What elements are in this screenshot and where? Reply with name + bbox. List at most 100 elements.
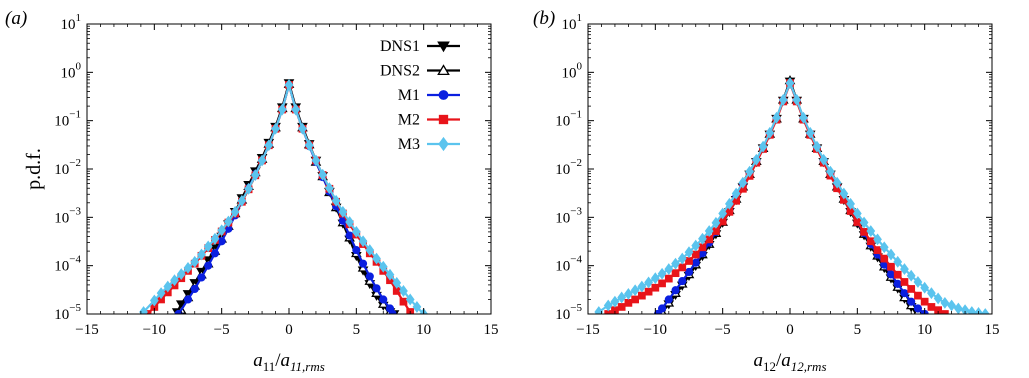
data-point bbox=[190, 284, 199, 294]
data-point bbox=[176, 268, 186, 280]
data-point bbox=[210, 249, 220, 258]
data-point bbox=[298, 122, 307, 135]
data-point bbox=[399, 285, 408, 297]
legend-item-dns1: DNS1 bbox=[380, 38, 460, 55]
y-tick-label: 10−4 bbox=[555, 254, 582, 275]
data-point bbox=[866, 237, 875, 246]
data-point bbox=[684, 246, 694, 259]
data-point bbox=[860, 228, 868, 236]
x-tick-label: 15 bbox=[985, 322, 1000, 338]
data-point bbox=[886, 248, 896, 261]
y-tick-label: 10−3 bbox=[54, 205, 81, 226]
x-tick-label: 5 bbox=[854, 322, 862, 338]
data-point bbox=[772, 111, 781, 124]
series-line bbox=[659, 80, 919, 314]
data-point bbox=[644, 276, 653, 289]
data-point bbox=[405, 293, 415, 306]
data-point bbox=[664, 295, 673, 304]
legend-label: DNS2 bbox=[380, 63, 420, 80]
data-point bbox=[906, 269, 916, 282]
x-axis: −15 −10 −5 0 5 10 15 bbox=[75, 24, 499, 338]
data-point bbox=[284, 78, 294, 91]
data-point bbox=[372, 252, 381, 265]
data-point bbox=[379, 295, 388, 304]
data-point bbox=[819, 153, 829, 166]
data-point bbox=[960, 304, 970, 314]
data-point bbox=[678, 277, 687, 286]
data-point bbox=[745, 165, 754, 178]
series-line bbox=[177, 83, 394, 314]
data-point bbox=[230, 205, 240, 218]
data-point bbox=[684, 267, 694, 277]
data-point bbox=[812, 140, 822, 153]
y-tick-label: 101 bbox=[61, 12, 82, 33]
series-line bbox=[176, 81, 395, 314]
data-point bbox=[913, 276, 923, 288]
y-tick-label: 101 bbox=[562, 12, 583, 33]
x-tick-label: −10 bbox=[143, 322, 166, 338]
data-point bbox=[920, 281, 930, 294]
y-tick-label: 10−5 bbox=[54, 302, 81, 323]
data-point bbox=[671, 257, 680, 270]
panel-a: (a)−15 −10 −5 0 5 10 1510110010−110−210−310−41… bbox=[5, 8, 499, 374]
data-point bbox=[638, 291, 646, 300]
data-point bbox=[805, 126, 815, 139]
data-point bbox=[933, 292, 943, 305]
data-point bbox=[920, 297, 929, 306]
data-point bbox=[893, 279, 902, 288]
data-point bbox=[900, 289, 909, 298]
legend-item-m2: M2 bbox=[398, 112, 460, 129]
data-point bbox=[657, 267, 667, 280]
series-line bbox=[657, 81, 926, 314]
data-point bbox=[345, 231, 354, 240]
data-point bbox=[691, 250, 700, 259]
data-point bbox=[392, 276, 402, 289]
x-tick-label: 5 bbox=[353, 322, 361, 338]
data-point bbox=[927, 303, 936, 311]
data-point bbox=[685, 257, 693, 265]
panel-b: (b)−15 −10 −5 0 5 10 1510110010−110−210−310−41… bbox=[533, 8, 1000, 374]
data-point bbox=[691, 239, 701, 252]
data-point bbox=[338, 205, 348, 218]
data-point bbox=[617, 303, 626, 311]
data-point bbox=[852, 207, 862, 220]
x-axis: −15 −10 −5 0 5 10 15 bbox=[576, 24, 1000, 338]
legend-marker bbox=[438, 114, 449, 125]
data-point bbox=[250, 169, 260, 181]
y-tick-label: 10−3 bbox=[555, 205, 582, 226]
data-point bbox=[711, 216, 721, 229]
panel-label: (b) bbox=[533, 8, 555, 29]
y-axis: 101 100 10−1 10−2 10−3 10−4 10−5 bbox=[555, 12, 992, 323]
y-tick-label: 100 bbox=[562, 60, 583, 81]
data-point bbox=[630, 284, 640, 297]
data-point bbox=[758, 140, 768, 153]
x-tick-label: 0 bbox=[285, 322, 293, 338]
data-point bbox=[907, 285, 916, 293]
data-point bbox=[705, 235, 714, 244]
data-point bbox=[698, 243, 707, 252]
data-point bbox=[941, 310, 949, 314]
x-tick-label: 10 bbox=[416, 322, 431, 338]
data-point bbox=[657, 304, 667, 313]
data-point bbox=[163, 280, 173, 293]
legend-label: M3 bbox=[398, 136, 420, 153]
data-point bbox=[765, 126, 775, 139]
data-point bbox=[826, 165, 835, 178]
data-point bbox=[691, 258, 700, 267]
data-point bbox=[886, 270, 896, 279]
data-point bbox=[291, 103, 301, 116]
data-point bbox=[372, 284, 381, 293]
series-line bbox=[180, 83, 391, 313]
data-point bbox=[197, 248, 206, 261]
data-point bbox=[594, 306, 604, 314]
data-point bbox=[718, 207, 728, 220]
data-point bbox=[859, 216, 869, 229]
data-point bbox=[792, 93, 802, 106]
legend-item-m3: M3 bbox=[398, 136, 460, 153]
legend-item-m1: M1 bbox=[398, 87, 460, 104]
data-point bbox=[237, 194, 247, 207]
data-point bbox=[325, 182, 334, 195]
data-point bbox=[271, 122, 280, 135]
data-point bbox=[244, 182, 253, 195]
data-point bbox=[385, 268, 395, 281]
